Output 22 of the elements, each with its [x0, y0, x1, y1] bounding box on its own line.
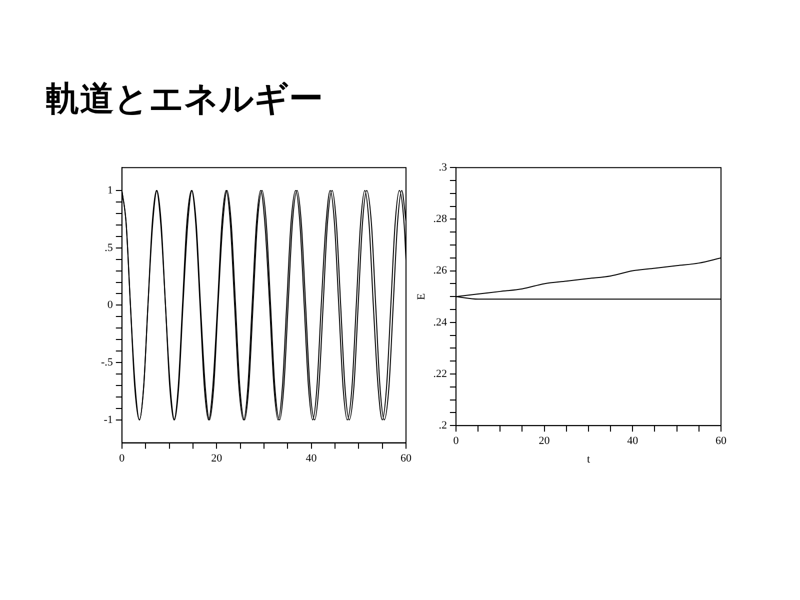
y-tick-label: 0: [107, 299, 114, 312]
y-tick-label: -1: [104, 414, 113, 426]
y-tick-label: -.5: [100, 356, 114, 368]
y-tick-label: .24: [433, 316, 448, 328]
x-tick-label: 0: [453, 435, 460, 448]
x-tick-label: 60: [716, 435, 727, 448]
y-tick-label: .5: [104, 242, 114, 254]
x-tick-label: 40: [306, 452, 318, 464]
chart-title: 軌道とエネルギー: [46, 78, 323, 121]
y-tick-label: .3: [438, 161, 448, 174]
y-tick-label: .28: [433, 213, 448, 226]
y-tick-label: 1: [107, 184, 113, 196]
y-tick-label: .22: [433, 368, 447, 380]
x-tick-label: 20: [211, 452, 223, 464]
x-tick-label: 60: [400, 452, 412, 464]
y-axis-title: E: [415, 292, 428, 300]
x-tick-label: 20: [538, 435, 550, 448]
x-axis-title: t: [586, 453, 590, 466]
x-tick-label: 40: [627, 435, 639, 448]
y-tick-label: .26: [433, 264, 448, 277]
x-tick-label: 0: [119, 452, 126, 464]
y-tick-label: .2: [438, 419, 447, 432]
